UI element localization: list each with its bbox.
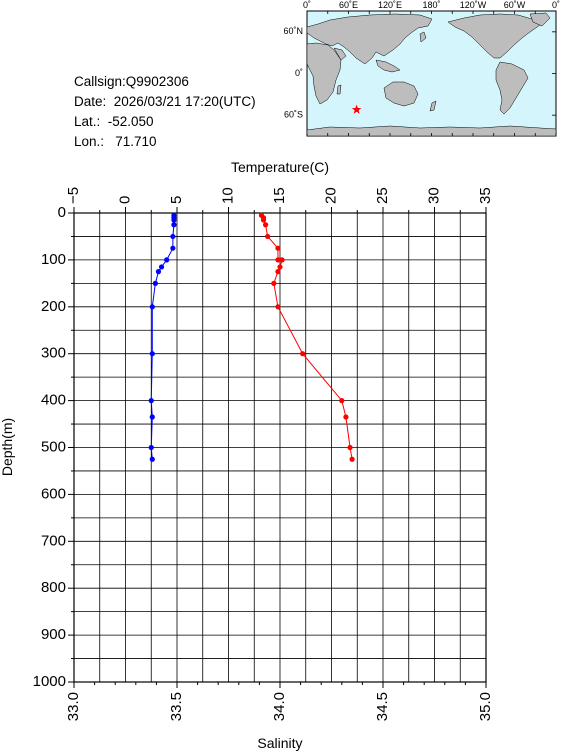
salinity-tick-label: 35.0 bbox=[477, 692, 494, 721]
land-greenland bbox=[529, 12, 551, 27]
temperature-data-point bbox=[171, 217, 177, 223]
depth-tick-label: 0 bbox=[58, 204, 66, 221]
land-africa bbox=[306, 42, 342, 105]
plot-grid bbox=[74, 213, 486, 682]
depth-ticks: 0 100 200 300 400 500 600 700 800 900 1000 bbox=[33, 204, 74, 690]
salinity-data-point bbox=[275, 269, 281, 275]
float-info: Callsign:Q9902306 Date: 2026/03/21 17:20… bbox=[74, 72, 256, 152]
temperature-profile-line bbox=[150, 215, 175, 460]
salinity-data-point bbox=[262, 222, 269, 228]
temperature-data-point bbox=[149, 414, 155, 420]
world-map: 0˚ 60˚E 120˚E 180˚ 120˚W 60˚W 0˚ 60˚N 0˚ 60˚S bbox=[283, 0, 560, 137]
map-latitude-labels: 60˚N 0˚ 60˚S bbox=[283, 26, 556, 120]
callsign-text: Callsign:Q9902306 bbox=[74, 74, 189, 89]
land-north-america bbox=[447, 13, 541, 59]
profile-series bbox=[148, 212, 355, 462]
temperature-ticks: −5 0 5 10 15 20 25 30 35 bbox=[65, 187, 494, 213]
temperature-tick-label: −5 bbox=[65, 187, 82, 204]
land-japan bbox=[419, 31, 427, 43]
map-longitude-label: 60˚E bbox=[339, 0, 358, 10]
salinity-axis-title: Salinity bbox=[257, 735, 302, 751]
temperature-data-point bbox=[170, 245, 176, 251]
salinity-data-point bbox=[343, 414, 349, 420]
map-latitude-label: 60˚N bbox=[283, 26, 303, 36]
salinity-data-point bbox=[275, 245, 281, 251]
salinity-data-point bbox=[277, 264, 283, 270]
salinity-data-point bbox=[260, 217, 267, 223]
salinity-data-point bbox=[279, 257, 285, 263]
temperature-tick-label: 0 bbox=[116, 196, 133, 204]
temperature-data-point bbox=[158, 264, 165, 270]
salinity-data-point bbox=[275, 304, 281, 310]
salinity-data-point bbox=[275, 257, 281, 263]
latitude-text: Lat.: -52.050 bbox=[74, 114, 154, 129]
land-arabia bbox=[333, 47, 347, 61]
map-longitude-label: 120˚W bbox=[460, 0, 487, 10]
temperature-data-point bbox=[152, 280, 158, 286]
longitude-text: Lon.: 71.710 bbox=[74, 134, 157, 149]
salinity-ticks: 33.0 33.5 34.0 34.5 35.0 bbox=[65, 682, 494, 721]
temperature-data-point bbox=[148, 398, 154, 404]
float-star-marker bbox=[351, 104, 362, 114]
land-madagascar bbox=[336, 84, 342, 95]
depth-tick-label: 800 bbox=[41, 579, 66, 596]
temperature-data-point bbox=[149, 456, 155, 462]
map-longitude-label: 180˚ bbox=[422, 0, 440, 10]
map-longitude-label: 60˚W bbox=[504, 0, 526, 10]
temperature-tick-label: 10 bbox=[219, 187, 236, 204]
land-australia bbox=[383, 81, 419, 107]
temperature-tick-label: 20 bbox=[322, 187, 339, 204]
map-longitude-labels: 0˚ 60˚E 120˚E 180˚ 120˚W 60˚W 0˚ bbox=[303, 0, 560, 10]
salinity-data-point bbox=[271, 280, 277, 286]
temperature-data-point bbox=[170, 233, 176, 240]
temperature-tick-label: 25 bbox=[374, 187, 391, 204]
map-longitude-label: 0˚ bbox=[552, 0, 560, 10]
depth-tick-label: 400 bbox=[41, 392, 66, 409]
depth-tick-label: 700 bbox=[41, 532, 66, 549]
salinity-data-point bbox=[349, 456, 355, 462]
map-longitude-label: 120˚E bbox=[378, 0, 402, 10]
salinity-data-point bbox=[300, 351, 306, 357]
map-latitude-label: 0˚ bbox=[295, 68, 303, 78]
depth-tick-label: 500 bbox=[41, 438, 66, 455]
temperature-data-point bbox=[148, 444, 154, 451]
depth-tick-label: 300 bbox=[41, 345, 66, 362]
salinity-tick-label: 33.5 bbox=[168, 692, 185, 721]
depth-tick-label: 1000 bbox=[33, 673, 66, 690]
land-southeast-asia bbox=[375, 59, 401, 73]
temperature-tick-label: 35 bbox=[477, 187, 494, 204]
temperature-tick-label: 15 bbox=[271, 187, 288, 204]
salinity-tick-label: 34.5 bbox=[374, 692, 391, 721]
depth-tick-label: 600 bbox=[41, 485, 66, 502]
land-new-zealand bbox=[429, 100, 437, 112]
map-latitude-label: 60˚S bbox=[284, 110, 303, 120]
temperature-data-point bbox=[164, 257, 170, 263]
salinity-tick-label: 33.0 bbox=[65, 692, 82, 721]
land-eurasia bbox=[306, 13, 433, 65]
salinity-tick-label: 34.0 bbox=[271, 692, 288, 721]
temperature-data-point bbox=[155, 269, 162, 275]
temperature-axis-title: Temperature(C) bbox=[231, 159, 329, 175]
map-frame-ticks bbox=[306, 11, 557, 136]
depth-tick-label: 200 bbox=[41, 298, 66, 315]
depth-axis-title: Depth(m) bbox=[0, 418, 15, 476]
depth-tick-label: 900 bbox=[41, 626, 66, 643]
salinity-data-point bbox=[347, 444, 353, 451]
depth-tick-label: 100 bbox=[41, 251, 66, 268]
land-south-america bbox=[495, 61, 529, 115]
salinity-profile-line bbox=[261, 215, 353, 460]
temperature-tick-label: 5 bbox=[168, 196, 185, 204]
temperature-tick-label: 30 bbox=[425, 187, 442, 204]
temperature-data-point bbox=[171, 222, 177, 228]
temperature-data-point bbox=[149, 304, 155, 310]
map-longitude-label: 0˚ bbox=[303, 0, 311, 10]
salinity-data-point bbox=[339, 398, 345, 404]
float-location-marker bbox=[351, 104, 362, 114]
date-text: Date: 2026/03/21 17:20(UTC) bbox=[74, 94, 256, 109]
temperature-data-point bbox=[149, 351, 155, 357]
salinity-data-point bbox=[265, 233, 271, 240]
